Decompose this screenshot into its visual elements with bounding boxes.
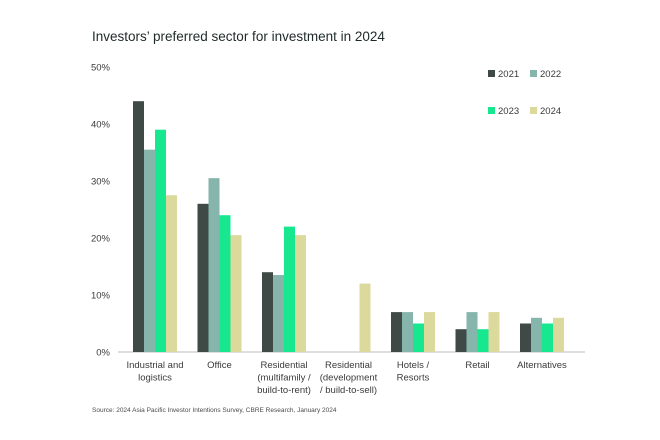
x-tick-label: Residential [261, 360, 308, 371]
bar-2024 [359, 283, 371, 352]
bar-2021 [197, 203, 209, 352]
x-tick-label: / build-to-sell) [320, 385, 377, 396]
chart-source: Source: 2024 Asia Pacific Investor Inten… [92, 407, 337, 414]
x-tick-label: build-to-rent) [257, 385, 311, 396]
bar-2024 [424, 312, 435, 352]
bar-2021 [262, 272, 273, 352]
bar-2021 [520, 323, 531, 352]
bar-2021 [133, 101, 144, 352]
bar-2024 [553, 317, 564, 352]
x-tick-label: Residential [325, 360, 372, 371]
x-tick-label: logistics [138, 373, 172, 384]
bar-2023 [219, 215, 231, 352]
x-tick-label: (development [320, 373, 378, 384]
y-tick-label: 40% [91, 120, 111, 131]
legend-label: 2021 [498, 69, 519, 80]
legend-swatch [488, 70, 495, 77]
legend-label: 2024 [540, 106, 561, 117]
x-tick-label: (multifamily / [257, 373, 311, 384]
y-tick-label: 10% [91, 291, 111, 302]
y-tick-label: 30% [91, 177, 111, 188]
bar-2021 [391, 312, 402, 352]
x-tick-label: Industrial and [126, 360, 183, 371]
bar-2023 [284, 226, 295, 352]
x-tick-label: Office [207, 360, 232, 371]
legend-swatch [488, 107, 495, 114]
x-tick-label: Hotels / [397, 360, 430, 371]
bar-2022 [402, 312, 413, 352]
bar-2021 [455, 329, 467, 352]
bar-2022 [466, 312, 478, 352]
bar-2023 [155, 129, 166, 352]
bar-2023 [477, 329, 489, 352]
y-tick-label: 50% [91, 63, 111, 74]
y-tick-label: 20% [91, 234, 111, 245]
x-tick-label: Retail [465, 360, 489, 371]
bar-2022 [144, 149, 155, 352]
chart-title: Investors’ preferred sector for investme… [92, 29, 385, 44]
legend-swatch [530, 107, 537, 114]
bar-2024 [230, 235, 242, 352]
bar-2023 [542, 323, 553, 352]
x-tick-label: Alternatives [517, 360, 567, 371]
bar-2024 [295, 235, 306, 352]
bar-2022 [273, 275, 284, 352]
bar-2024 [488, 312, 500, 352]
bar-2022 [531, 317, 542, 352]
legend-swatch [530, 70, 537, 77]
x-tick-label: Resorts [397, 373, 430, 384]
legend-label: 2022 [540, 69, 561, 80]
bar-2024 [166, 195, 177, 352]
bar-2022 [208, 178, 220, 352]
legend-label: 2023 [498, 106, 519, 117]
y-tick-label: 0% [96, 348, 110, 359]
bar-2023 [413, 323, 424, 352]
